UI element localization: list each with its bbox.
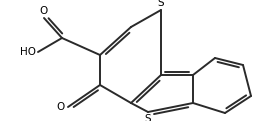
Text: S: S xyxy=(145,114,151,121)
Text: HO: HO xyxy=(20,47,36,57)
Text: O: O xyxy=(57,102,65,112)
Text: O: O xyxy=(40,6,48,16)
Text: S: S xyxy=(158,0,164,8)
